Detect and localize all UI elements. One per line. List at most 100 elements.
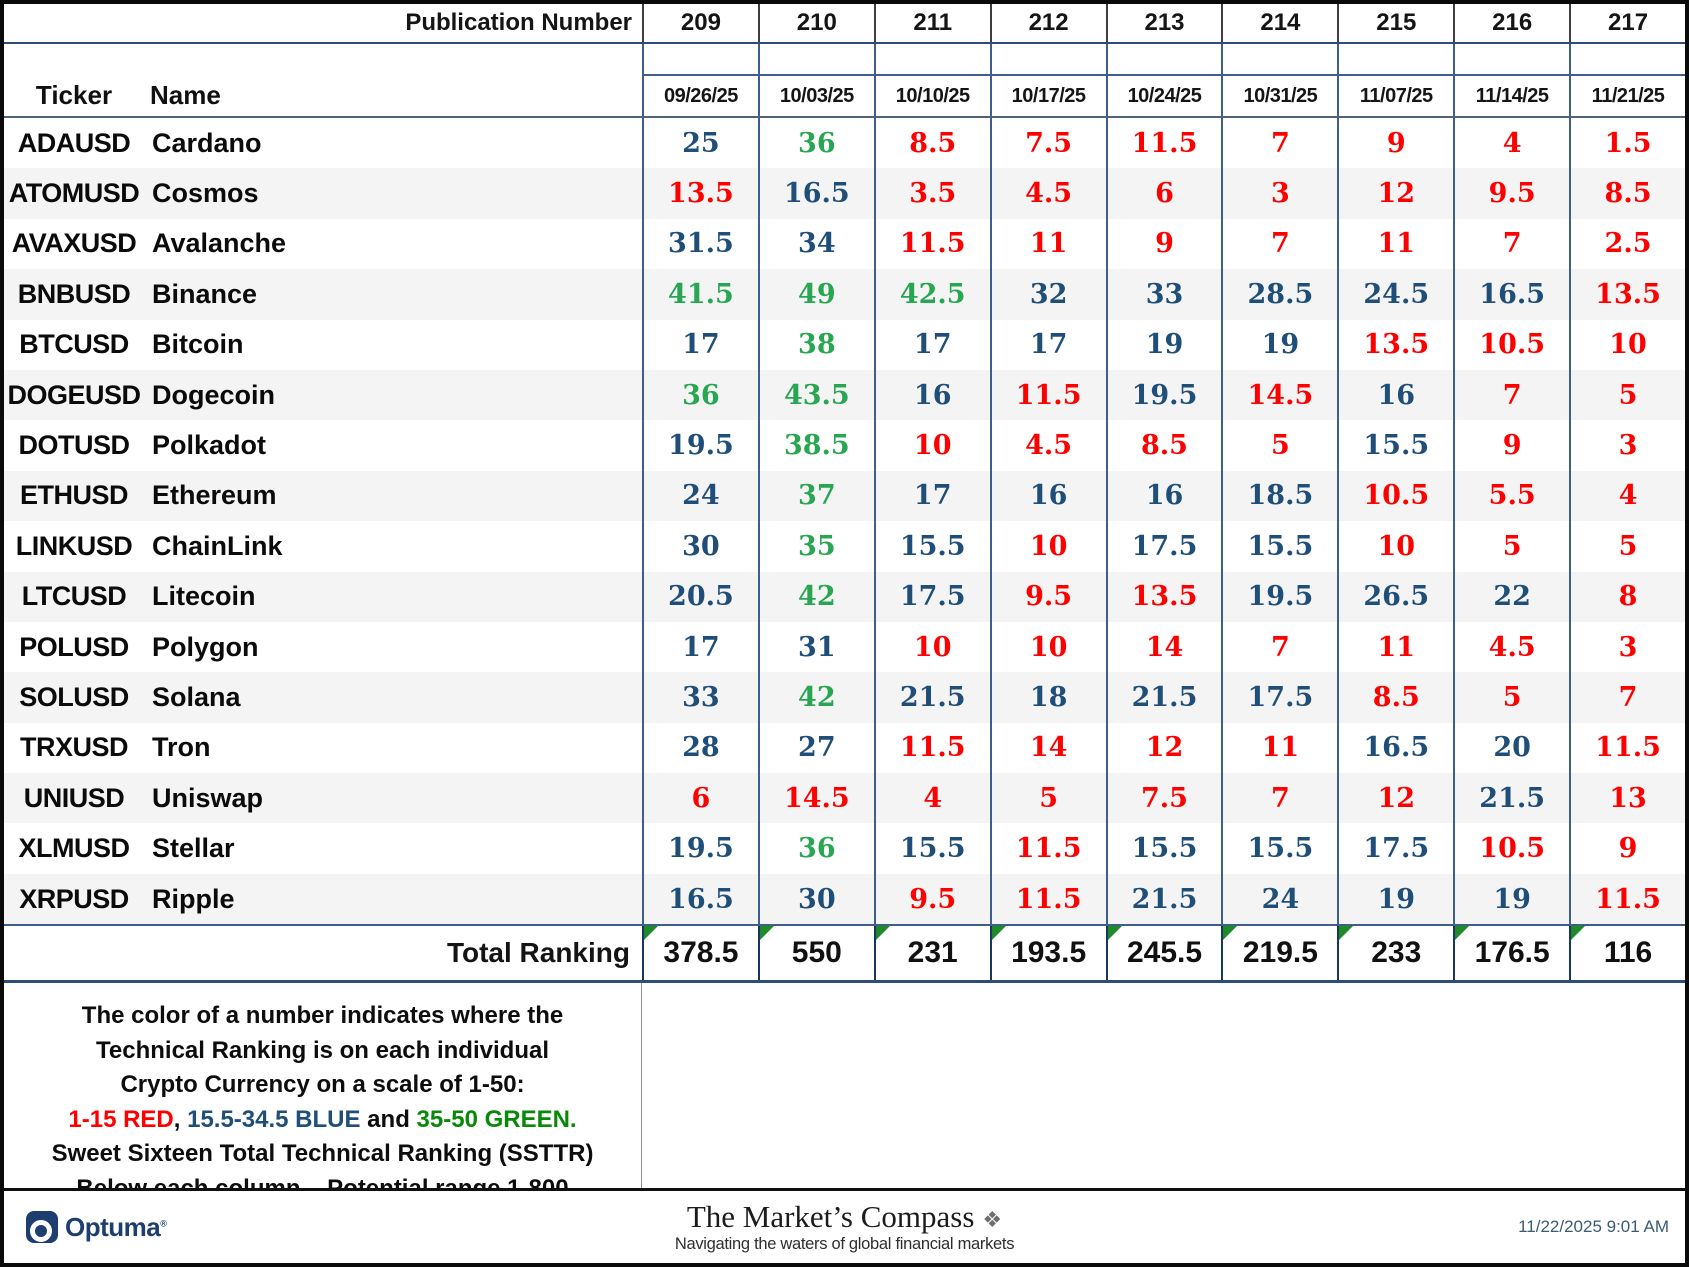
brand-block: The Market’s Compass ❖ Navigating the wat… — [674, 1200, 1015, 1253]
name-label: Ethereum — [152, 480, 277, 511]
spacer-cell — [1337, 44, 1453, 74]
spacer-cell — [757, 44, 874, 74]
ranking-cell: 7.5 — [1105, 773, 1222, 824]
crypto-row: XRPUSD Ripple 16.5 30 9.5 11.5 21.5 24 19 19 11.5 — [4, 873, 1685, 925]
total-ranking-cell: 378.5 — [642, 926, 758, 981]
brand-subtitle: Navigating the waters of global financia… — [674, 1234, 1015, 1253]
column-headers: Ticker Name — [4, 74, 642, 116]
ranking-cell: 31 — [757, 621, 874, 673]
ranking-cell: 13.5 — [1569, 269, 1685, 320]
optuma-logo-label: Optuma — [65, 1211, 161, 1242]
crypto-id-cell: BNBUSD Binance — [4, 269, 642, 319]
ranking-cell: 36 — [642, 369, 758, 421]
ranking-cell: 15.5 — [1221, 521, 1337, 572]
ranking-cell: 9.5 — [873, 873, 990, 925]
ticker-label: BNBUSD — [17, 278, 131, 309]
ranking-cell: 12 — [1337, 773, 1453, 824]
spacer-cell — [642, 44, 758, 74]
ranking-cell: 7 — [1453, 369, 1569, 421]
ranking-cell: 15.5 — [1337, 420, 1453, 471]
total-ranking-cell: 176.5 — [1453, 926, 1570, 981]
crypto-row: POLUSD Polygon 17 31 10 10 14 7 11 4.5 3 — [4, 621, 1685, 673]
ranking-cell: 8.5 — [1337, 672, 1453, 723]
crypto-id-cell: LTCUSD Litecoin — [4, 572, 642, 622]
ranking-cell: 9 — [1337, 118, 1453, 169]
ranking-cell: 7 — [1569, 672, 1685, 723]
ranking-cell: 5.5 — [1453, 470, 1569, 522]
spacer-cell — [1569, 44, 1685, 74]
ranking-cell: 10 — [873, 621, 990, 673]
crypto-row: DOGEUSD Dogecoin 36 43.5 16 11.5 19.5 14.5 16 7 5 — [4, 369, 1685, 421]
spacer-cell — [4, 44, 642, 74]
ranking-cell: 25 — [642, 118, 758, 169]
publication-number: 217 — [1569, 4, 1685, 42]
ranking-cell: 41.5 — [642, 269, 758, 320]
ticker-label: TRXUSD — [19, 732, 129, 763]
crypto-row: ADAUSD Cardano 25 36 8.5 7.5 11.5 7 9 4 1.5 — [4, 118, 1685, 169]
ranking-cell: 16.5 — [1337, 722, 1453, 774]
ranking-cell: 9 — [1453, 420, 1569, 471]
ranking-cell: 3 — [1569, 420, 1685, 471]
legend-range-blue: 15.5-34.5 BLUE — [187, 1105, 361, 1133]
ranking-cell: 13.5 — [1337, 319, 1453, 370]
ranking-cell: 10 — [1337, 521, 1453, 572]
legend-range-black: and — [360, 1105, 417, 1133]
ranking-cell: 9 — [1569, 823, 1685, 874]
ranking-cell: 2.5 — [1569, 218, 1685, 270]
ranking-cell: 37 — [757, 470, 874, 522]
ranking-cell: 28.5 — [1221, 269, 1337, 320]
ranking-cell: 4.5 — [1453, 621, 1569, 673]
crypto-id-cell: BTCUSD Bitcoin — [4, 320, 642, 370]
crypto-id-cell: XLMUSD Stellar — [4, 823, 642, 873]
crypto-id-cell: ETHUSD Ethereum — [4, 471, 642, 521]
optuma-logo-icon — [26, 1211, 58, 1243]
ranking-cell: 7.5 — [989, 118, 1106, 169]
ranking-cell: 4 — [1569, 470, 1685, 522]
ranking-cell: 35 — [757, 521, 874, 572]
legend-empty-area — [642, 983, 1685, 1188]
ticker-label: ATOMUSD — [8, 178, 140, 209]
crypto-id-cell: DOGEUSD Dogecoin — [4, 370, 642, 420]
corner-flag-icon — [1223, 926, 1238, 941]
ranking-cell: 3 — [1569, 621, 1685, 673]
ranking-cell: 11.5 — [989, 873, 1106, 925]
total-ranking-cell: 550 — [757, 926, 874, 981]
ranking-cell: 5 — [1453, 521, 1569, 572]
ranking-cell: 42.5 — [873, 269, 990, 320]
publication-number: 210 — [757, 4, 874, 42]
ranking-cell: 21.5 — [1453, 773, 1569, 824]
ranking-cell: 22 — [1453, 571, 1569, 622]
ranking-cell: 17 — [873, 470, 990, 522]
crypto-id-cell: ATOMUSD Cosmos — [4, 168, 642, 218]
crypto-row: AVAXUSD Avalanche 31.5 34 11.5 11 9 7 11 7 2.5 — [4, 218, 1685, 270]
ticker-label: LINKUSD — [15, 530, 133, 561]
total-ranking-cell: 245.5 — [1105, 926, 1222, 981]
ranking-cell: 16.5 — [757, 168, 874, 219]
total-ranking-cell: 219.5 — [1221, 926, 1338, 981]
ranking-cell: 38 — [757, 319, 874, 370]
legend-range-red: 1-15 RED — [68, 1105, 174, 1133]
spacer-cell — [1105, 44, 1222, 74]
corner-flag-icon — [644, 926, 658, 941]
corner-flag-icon — [759, 926, 774, 941]
ranking-cell: 17.5 — [1221, 672, 1337, 723]
publication-number: 211 — [873, 4, 990, 42]
ranking-cell: 11 — [1337, 621, 1453, 673]
ranking-cell: 19.5 — [1221, 571, 1337, 622]
ranking-cell: 20 — [1453, 722, 1569, 774]
ranking-cell: 10 — [873, 420, 990, 471]
ranking-cell: 15.5 — [873, 521, 990, 572]
optuma-logo: Optuma® — [26, 1191, 167, 1263]
ticker-label: ETHUSD — [19, 480, 129, 511]
ranking-cell: 6 — [642, 773, 758, 824]
crypto-id-cell: SOLUSD Solana — [4, 672, 642, 722]
name-label: Tron — [152, 732, 211, 763]
registered-mark: ® — [160, 1217, 167, 1228]
ranking-cell: 8 — [1569, 571, 1685, 622]
ranking-cell: 16 — [989, 470, 1106, 522]
corner-flag-icon — [991, 926, 1006, 941]
ranking-cell: 17 — [989, 319, 1106, 370]
ranking-cell: 9.5 — [1453, 168, 1569, 219]
ranking-cell: 24 — [1221, 873, 1337, 925]
